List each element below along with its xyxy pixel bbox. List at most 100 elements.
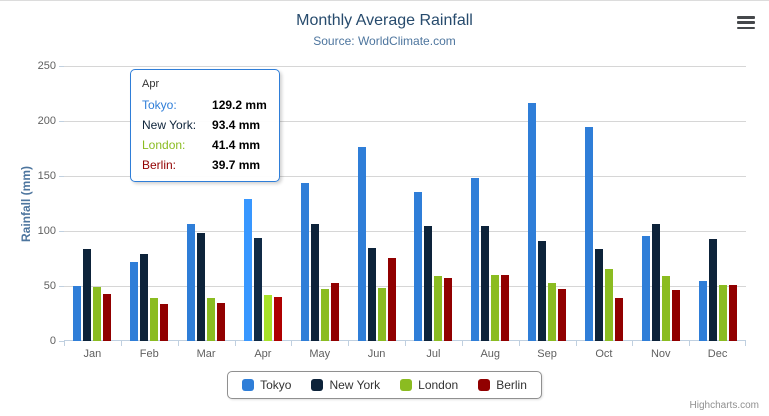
bar-london-jan[interactable]	[93, 287, 102, 341]
bar-berlin-feb[interactable]	[160, 304, 169, 341]
legend-label: London	[418, 378, 459, 392]
x-axis-label: Mar	[196, 348, 216, 360]
y-axis-label: 100	[37, 225, 56, 237]
bar-new-york-jul[interactable]	[424, 225, 433, 341]
bar-tokyo-aug[interactable]	[471, 177, 480, 341]
legend-swatch-tokyo	[242, 379, 255, 391]
bar-tokyo-feb[interactable]	[130, 262, 139, 341]
bar-tokyo-jan[interactable]	[73, 286, 82, 341]
tooltip-series-value: 129.2 mm	[212, 98, 267, 112]
bar-london-nov[interactable]	[661, 275, 670, 341]
bar-london-oct[interactable]	[604, 269, 613, 341]
bar-london-may[interactable]	[320, 289, 329, 341]
bar-tokyo-mar[interactable]	[187, 223, 196, 341]
y-gridline	[64, 121, 746, 122]
x-axis-label: Oct	[595, 348, 613, 360]
x-axis-tick	[745, 341, 746, 346]
bar-london-mar[interactable]	[207, 297, 216, 341]
y-axis-label: 0	[49, 335, 56, 347]
bar-london-sep[interactable]	[548, 283, 557, 341]
x-axis-label: Apr	[254, 348, 272, 360]
bar-berlin-jan[interactable]	[103, 294, 112, 341]
hamburger-icon-line	[737, 16, 755, 19]
bar-berlin-sep[interactable]	[558, 288, 567, 341]
bar-tokyo-oct[interactable]	[584, 127, 593, 341]
hamburger-icon-line	[737, 21, 755, 24]
bar-tokyo-sep[interactable]	[528, 102, 537, 341]
bar-london-jul[interactable]	[434, 276, 443, 341]
bar-new-york-nov[interactable]	[651, 223, 660, 341]
tooltip-rows: Tokyo: 129.2 mm New York: 93.4 mm London: 41.…	[142, 98, 268, 172]
bar-london-dec[interactable]	[718, 284, 727, 341]
tooltip-series-name: London:	[142, 138, 186, 152]
x-axis-label: Sep	[537, 348, 557, 360]
y-gridline	[64, 286, 746, 287]
bar-new-york-apr[interactable]	[253, 238, 262, 341]
y-gridline	[64, 66, 746, 67]
bar-tokyo-jun[interactable]	[357, 147, 366, 341]
bar-tokyo-dec[interactable]	[698, 281, 707, 341]
legend-item-berlin[interactable]: Berlin	[478, 378, 527, 392]
bar-berlin-may[interactable]	[330, 283, 339, 341]
tooltip-header: Apr	[142, 78, 160, 90]
y-axis-tick	[59, 66, 64, 67]
tooltip-series-value: 39.7 mm	[212, 158, 261, 172]
tooltip-series-value: 41.4 mm	[212, 138, 261, 152]
y-axis-label: 150	[37, 170, 56, 182]
y-axis-label: 50	[43, 280, 56, 292]
y-axis-tick	[59, 286, 64, 287]
bar-london-jun[interactable]	[377, 287, 386, 341]
y-axis-label: 200	[37, 115, 56, 127]
bar-berlin-apr[interactable]	[273, 297, 282, 341]
x-axis-tick	[348, 341, 350, 346]
x-axis-label: Jan	[83, 348, 102, 360]
bar-tokyo-apr[interactable]	[243, 198, 252, 341]
bar-berlin-nov[interactable]	[671, 289, 680, 341]
bar-new-york-oct[interactable]	[594, 249, 603, 341]
bar-tokyo-nov[interactable]	[641, 235, 650, 341]
bar-berlin-dec[interactable]	[728, 284, 737, 341]
bar-london-feb[interactable]	[150, 298, 159, 341]
bar-london-apr[interactable]	[263, 295, 272, 341]
hamburger-icon	[737, 16, 755, 29]
bar-tokyo-jul[interactable]	[414, 191, 423, 341]
bar-new-york-jan[interactable]	[83, 249, 92, 341]
highcharts-credits[interactable]: Highcharts.com	[689, 400, 759, 411]
x-axis-tick	[689, 341, 691, 346]
x-axis-tick	[575, 341, 577, 346]
legend-item-london[interactable]: London	[400, 378, 458, 392]
bar-new-york-may[interactable]	[310, 224, 319, 341]
x-axis-label: Jul	[426, 348, 441, 360]
x-axis-label: Feb	[139, 348, 159, 360]
x-axis-tick	[120, 341, 122, 346]
legend-item-tokyo[interactable]: Tokyo	[242, 378, 291, 392]
chart-menu-button[interactable]	[737, 16, 755, 29]
bar-berlin-mar[interactable]	[217, 303, 226, 341]
legend-label: Tokyo	[260, 378, 292, 392]
chart-title: Monthly Average Rainfall	[296, 12, 473, 29]
y-axis-tick	[59, 176, 64, 177]
legend-item-new-york[interactable]: New York	[311, 378, 380, 392]
bar-new-york-sep[interactable]	[538, 240, 547, 341]
bar-new-york-dec[interactable]	[708, 239, 717, 341]
x-axis-tick	[632, 341, 634, 346]
bar-new-york-feb[interactable]	[140, 254, 149, 341]
bar-berlin-jul[interactable]	[444, 277, 453, 341]
x-axis-label: May	[309, 348, 331, 360]
bar-berlin-oct[interactable]	[614, 297, 623, 341]
y-axis-tick	[59, 121, 64, 122]
bar-berlin-jun[interactable]	[387, 257, 396, 341]
x-axis-label: Jun	[367, 348, 386, 360]
y-gridline	[64, 231, 746, 232]
bar-new-york-mar[interactable]	[197, 232, 206, 341]
hamburger-icon-line	[737, 26, 755, 29]
x-axis-tick	[291, 341, 293, 346]
chart-subtitle: Source: WorldClimate.com	[313, 34, 456, 48]
bar-new-york-aug[interactable]	[481, 226, 490, 341]
bar-tokyo-may[interactable]	[300, 182, 309, 341]
bar-london-aug[interactable]	[491, 275, 500, 341]
bar-new-york-jun[interactable]	[367, 248, 376, 341]
legend-swatch-london	[400, 379, 413, 391]
bar-berlin-aug[interactable]	[501, 274, 510, 341]
